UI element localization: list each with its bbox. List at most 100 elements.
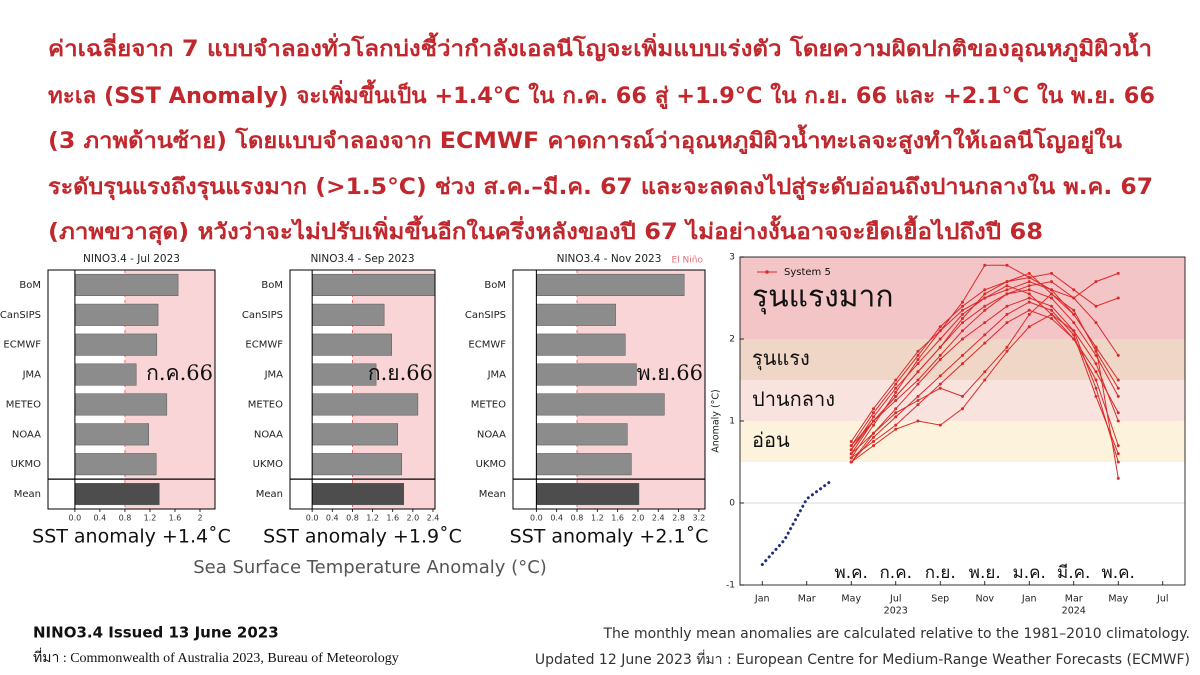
paragraph-line: (3 ภาพด้านซ้าย) โดยแบบจำลองจาก ECMWF คาด…: [48, 124, 1122, 155]
member-point: [1005, 288, 1009, 292]
member-point: [961, 312, 964, 316]
note-text: The monthly mean anomalies are calculate…: [602, 626, 1190, 642]
category-label: NOAA: [254, 429, 283, 440]
member-point: [961, 304, 964, 308]
member-point: [1072, 329, 1076, 333]
member-point: [894, 399, 898, 402]
member-point: [1116, 460, 1120, 464]
y-tick-label: 3: [729, 253, 735, 263]
plot-frame: [512, 269, 706, 510]
bar: [311, 303, 385, 326]
member-point: [916, 394, 920, 398]
category-label: BoM: [261, 280, 283, 291]
member-point: [1005, 321, 1009, 325]
source-text: Updated 12 June 2023 ที่มา : European Ce…: [535, 650, 1190, 668]
member-point: [1116, 444, 1120, 448]
member-point: [1094, 362, 1098, 366]
caption: SST anomaly +1.4˚C: [32, 526, 231, 548]
observed-line: [760, 481, 831, 566]
member-point: [916, 403, 920, 407]
category-label: JMA: [487, 370, 507, 381]
bar: [536, 483, 640, 506]
member-point: [1116, 394, 1120, 398]
member-point: [1094, 394, 1098, 398]
x-year-label: 2023: [884, 606, 908, 617]
x-tick-label: 0.8: [346, 514, 359, 523]
member-point: [983, 296, 987, 300]
x-tick-label: 1.6: [169, 514, 182, 523]
member-point: [1094, 280, 1098, 284]
member-point: [1116, 419, 1120, 423]
member-point: [1027, 276, 1031, 279]
member-point: [894, 382, 898, 386]
member-point: [1027, 325, 1031, 329]
member-point: [1116, 452, 1120, 456]
member-point: [872, 435, 875, 439]
member-point: [1116, 271, 1120, 275]
member-point: [961, 317, 964, 320]
category-label: NOAA: [12, 429, 41, 440]
member-point: [916, 358, 920, 361]
member-point: [1116, 378, 1120, 382]
member-point: [872, 431, 875, 435]
bar: [311, 423, 398, 446]
member-point: [961, 321, 964, 325]
member-point: [849, 448, 853, 452]
bar: [74, 303, 159, 326]
member-point: [983, 304, 987, 308]
member-point: [1050, 296, 1053, 300]
month-label: ก.ค.: [880, 563, 912, 583]
member-point: [938, 382, 942, 386]
member-point: [1116, 411, 1120, 415]
category-label: METEO: [248, 399, 283, 410]
bar: [311, 363, 377, 386]
month-label: ก.ย.: [925, 563, 956, 583]
member-point: [1005, 312, 1009, 316]
member-point: [983, 341, 987, 345]
member-point: [961, 407, 964, 411]
member-point: [938, 345, 942, 349]
caption: SST anomaly +2.1˚C: [510, 526, 709, 548]
paragraph-line: (ภาพขวาสุด) หวังว่าจะไม่ปรับเพิ่มขึ้นอีก…: [48, 215, 1043, 246]
member-point: [1005, 263, 1009, 267]
x-tick-label: 2.0: [406, 514, 419, 523]
issued-text: NINO3.4 Issued 13 June 2023: [33, 624, 279, 642]
member-point: [938, 374, 942, 378]
x-tick-label: 1.6: [386, 514, 399, 523]
caption: SST anomaly +1.9˚C: [263, 526, 462, 548]
member-point: [983, 292, 987, 296]
category-label: UKMO: [11, 459, 42, 470]
member-point: [983, 321, 987, 325]
member-point: [894, 411, 898, 415]
member-point: [1116, 386, 1120, 390]
annotation: พ.ย.66: [637, 361, 703, 385]
member-point: [1072, 312, 1076, 316]
member-point: [1027, 292, 1031, 296]
member-point: [1094, 378, 1098, 382]
member-point: [894, 386, 898, 390]
member-point: [894, 427, 898, 431]
chart-title: NINO3.4 - Nov 2023: [557, 253, 662, 265]
bar: [536, 363, 637, 386]
x-tick-label: 2.4: [427, 514, 440, 523]
member-point: [1094, 349, 1098, 353]
x-tick-label: Mar: [1065, 594, 1083, 605]
member-point: [1094, 370, 1098, 374]
x-tick-label: 0.8: [119, 514, 132, 523]
member-point: [938, 386, 942, 390]
member-point: [983, 378, 987, 382]
member-point: [1027, 296, 1031, 300]
band-label: อ่อน: [752, 428, 790, 452]
member-point: [983, 263, 987, 267]
member-point: [1005, 304, 1009, 308]
x-tick-label: 2.4: [652, 514, 665, 523]
x-tick-label: 1.6: [611, 514, 624, 523]
strength-band: [740, 339, 1185, 380]
member-point: [983, 370, 987, 374]
x-tick-label: May: [841, 594, 861, 605]
chart-title: NINO3.4 - Jul 2023: [83, 253, 180, 265]
band-label: ปานกลาง: [752, 387, 835, 411]
member-point: [1050, 288, 1053, 292]
member-point: [961, 337, 964, 341]
x-tick-label: Jul: [889, 594, 901, 605]
